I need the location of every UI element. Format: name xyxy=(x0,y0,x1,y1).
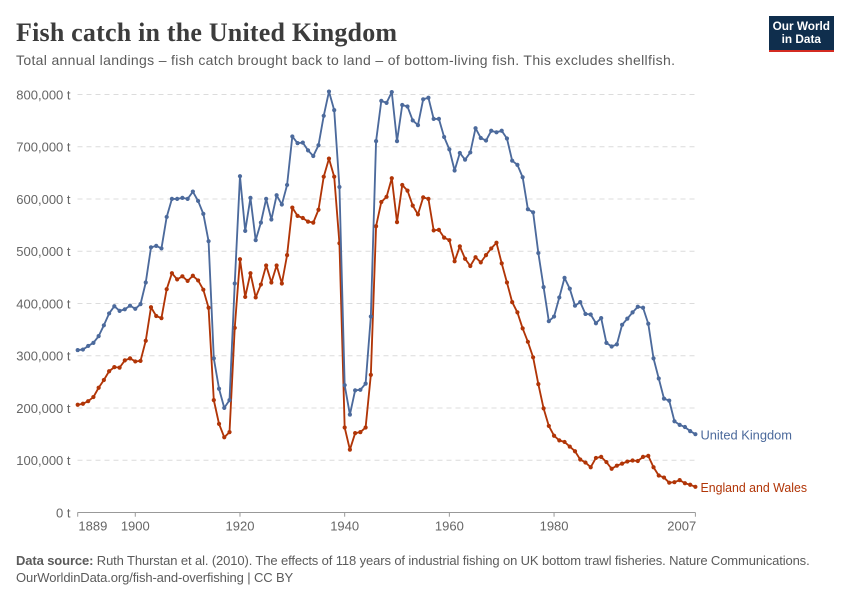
svg-text:England and Wales: England and Wales xyxy=(701,480,808,495)
svg-text:1940: 1940 xyxy=(330,518,359,533)
svg-text:1889: 1889 xyxy=(78,518,107,533)
svg-text:400,000 t: 400,000 t xyxy=(16,296,71,311)
svg-text:100,000 t: 100,000 t xyxy=(16,453,71,468)
svg-text:500,000 t: 500,000 t xyxy=(16,244,71,259)
svg-text:1920: 1920 xyxy=(226,518,255,533)
svg-text:1960: 1960 xyxy=(435,518,464,533)
svg-text:800,000 t: 800,000 t xyxy=(16,87,71,102)
svg-text:1980: 1980 xyxy=(540,518,569,533)
svg-text:0 t: 0 t xyxy=(56,505,71,520)
svg-text:2007: 2007 xyxy=(667,518,696,533)
svg-text:200,000 t: 200,000 t xyxy=(16,401,71,416)
svg-text:600,000 t: 600,000 t xyxy=(16,192,71,207)
svg-text:300,000 t: 300,000 t xyxy=(16,349,71,364)
svg-text:United Kingdom: United Kingdom xyxy=(701,428,793,443)
svg-text:1900: 1900 xyxy=(121,518,150,533)
svg-text:700,000 t: 700,000 t xyxy=(16,140,71,155)
